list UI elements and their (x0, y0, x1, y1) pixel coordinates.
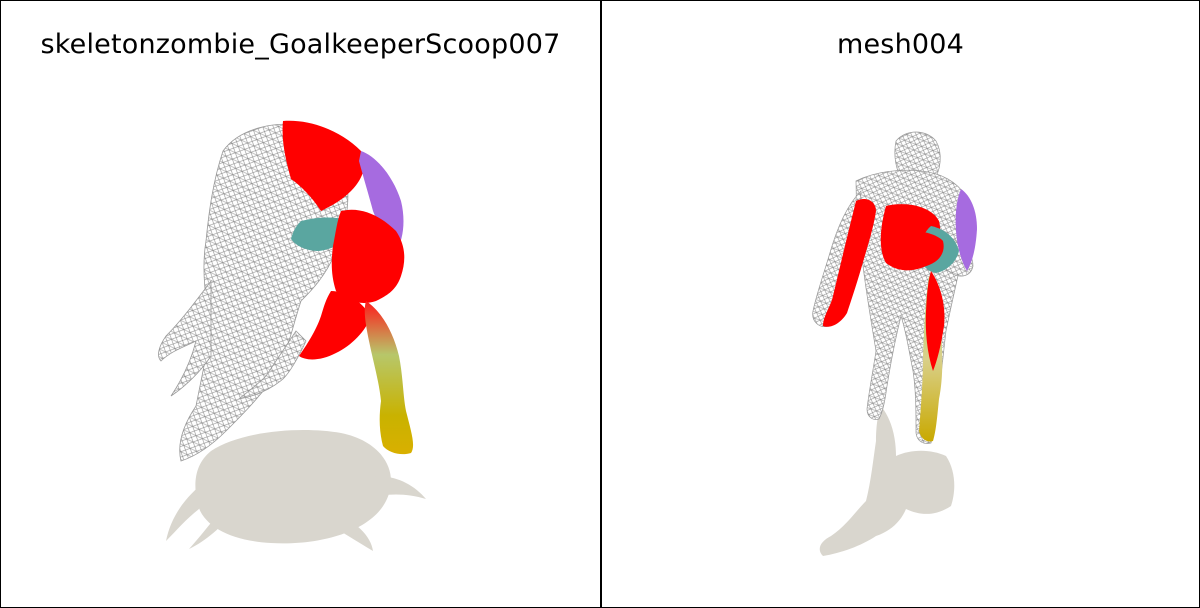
left-viewport[interactable]: skeletonzombie_GoalkeeperScoop007 (1, 1, 600, 607)
right-panel-title: mesh004 (836, 29, 965, 60)
left-colored-segments (282, 120, 414, 455)
panel-divider (600, 1, 602, 607)
right-scene (812, 131, 977, 556)
right-ground-shadow (819, 406, 955, 556)
right-colored-segments (823, 189, 977, 442)
left-wireframe-body (158, 123, 349, 462)
left-ground-shadow (166, 430, 426, 551)
left-panel-title: skeletonzombie_GoalkeeperScoop007 (40, 29, 561, 60)
left-scene (158, 120, 426, 551)
right-viewport[interactable]: mesh004 (601, 1, 1200, 607)
